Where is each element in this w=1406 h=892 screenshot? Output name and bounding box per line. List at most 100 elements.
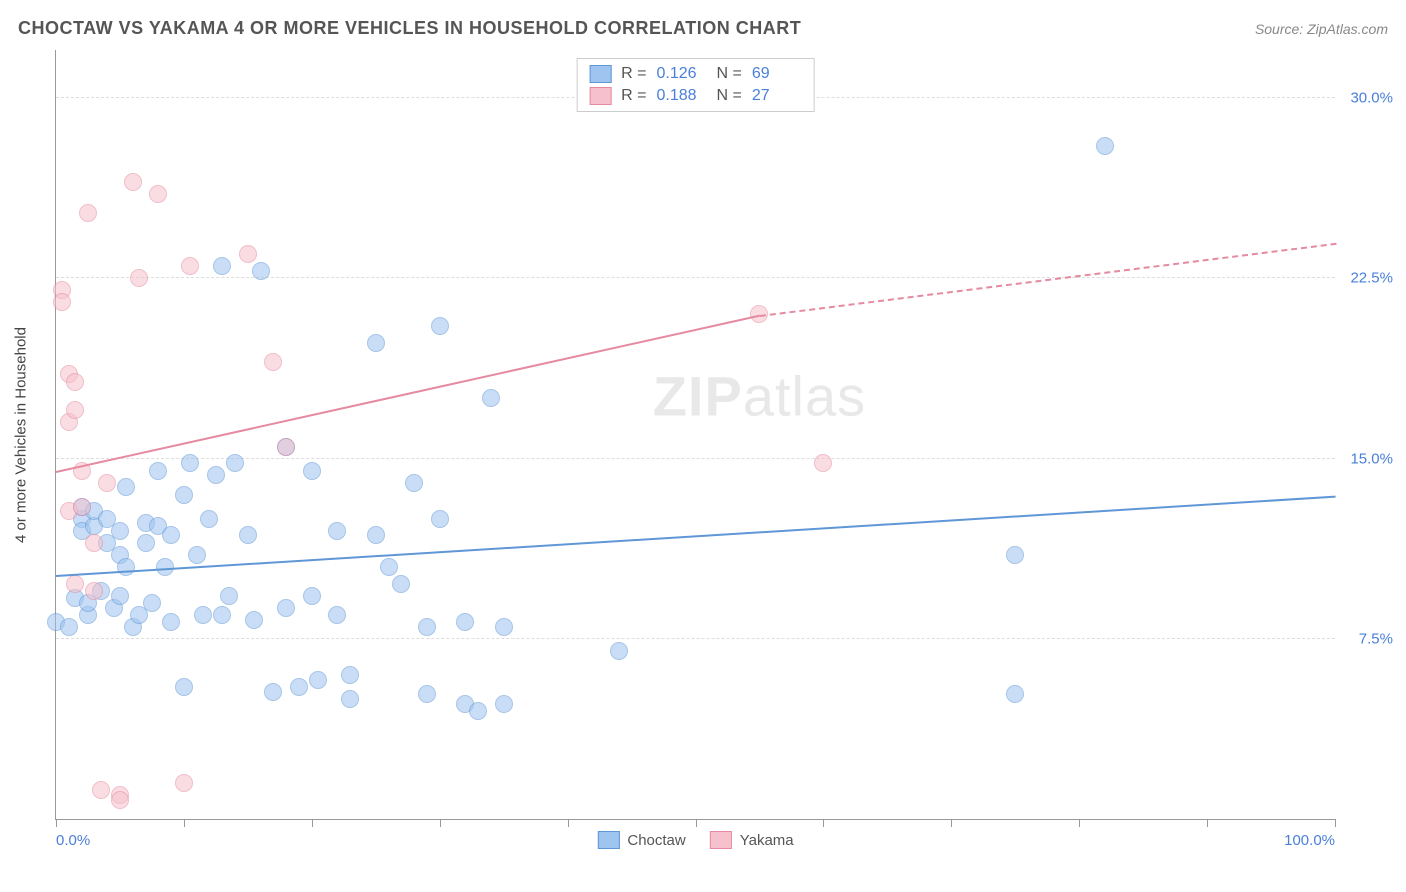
data-point xyxy=(73,498,91,516)
data-point xyxy=(392,575,410,593)
xtick xyxy=(184,819,185,827)
xtick xyxy=(823,819,824,827)
watermark: ZIPatlas xyxy=(653,364,866,429)
data-point xyxy=(1006,685,1024,703)
xtick xyxy=(696,819,697,827)
data-point xyxy=(66,401,84,419)
data-point xyxy=(367,334,385,352)
data-point xyxy=(111,791,129,809)
data-point xyxy=(1096,137,1114,155)
stat-r-value: 0.188 xyxy=(657,87,707,105)
data-point xyxy=(175,774,193,792)
xtick xyxy=(1207,819,1208,827)
data-point xyxy=(277,599,295,617)
data-point xyxy=(303,462,321,480)
ytick-label: 7.5% xyxy=(1359,630,1393,647)
data-point xyxy=(130,269,148,287)
ytick-label: 22.5% xyxy=(1350,270,1393,287)
data-point xyxy=(156,558,174,576)
stats-row: R =0.126N =69 xyxy=(589,63,802,85)
data-point xyxy=(200,510,218,528)
plot-area: 4 or more Vehicles in Household ZIPatlas… xyxy=(55,50,1335,820)
data-point xyxy=(149,462,167,480)
data-point xyxy=(85,582,103,600)
data-point xyxy=(290,678,308,696)
legend-swatch xyxy=(710,831,732,849)
legend-label: Choctaw xyxy=(627,832,685,849)
data-point xyxy=(418,685,436,703)
data-point xyxy=(245,611,263,629)
data-point xyxy=(53,293,71,311)
data-point xyxy=(149,185,167,203)
data-point xyxy=(162,613,180,631)
stat-n-label: N = xyxy=(717,87,742,105)
data-point xyxy=(162,526,180,544)
xtick xyxy=(312,819,313,827)
data-point xyxy=(456,613,474,631)
data-point xyxy=(328,522,346,540)
data-point xyxy=(111,522,129,540)
data-point xyxy=(181,257,199,275)
gridline: 7.5% xyxy=(56,638,1335,639)
stat-n-value: 27 xyxy=(752,87,802,105)
data-point xyxy=(207,466,225,484)
xtick xyxy=(951,819,952,827)
ytick-label: 15.0% xyxy=(1350,450,1393,467)
data-point xyxy=(431,317,449,335)
data-point xyxy=(482,389,500,407)
stats-row: R = 0.188 N = 27 xyxy=(589,85,802,107)
data-point xyxy=(1006,546,1024,564)
stat-r-label: R = xyxy=(621,65,646,83)
data-point xyxy=(309,671,327,689)
data-point xyxy=(213,257,231,275)
data-point xyxy=(117,478,135,496)
xtick xyxy=(1335,819,1336,827)
data-point xyxy=(220,587,238,605)
data-point xyxy=(495,618,513,636)
data-point xyxy=(213,606,231,624)
data-point xyxy=(252,262,270,280)
data-point xyxy=(239,245,257,263)
data-point xyxy=(814,454,832,472)
y-axis-label: 4 or more Vehicles in Household xyxy=(13,327,30,543)
data-point xyxy=(66,575,84,593)
legend-swatch xyxy=(597,831,619,849)
data-point xyxy=(418,618,436,636)
gridline: 22.5% xyxy=(56,277,1335,278)
data-point xyxy=(175,678,193,696)
data-point xyxy=(60,618,78,636)
source-label: Source: ZipAtlas.com xyxy=(1255,21,1388,37)
gridline: 15.0% xyxy=(56,458,1335,459)
data-point xyxy=(188,546,206,564)
data-point xyxy=(137,534,155,552)
data-point xyxy=(194,606,212,624)
trendline xyxy=(56,315,760,473)
data-point xyxy=(79,204,97,222)
legend-item: Choctaw xyxy=(597,831,685,849)
data-point xyxy=(277,438,295,456)
stat-r-label: R = xyxy=(621,87,646,105)
data-point xyxy=(431,510,449,528)
data-point xyxy=(226,454,244,472)
xtick xyxy=(440,819,441,827)
data-point xyxy=(380,558,398,576)
data-point xyxy=(143,594,161,612)
xtick-label: 100.0% xyxy=(1284,832,1335,849)
data-point xyxy=(341,666,359,684)
stats-legend-box: R =0.126N =69R =0.188N =27 xyxy=(576,58,815,112)
chart-title: CHOCTAW VS YAKAMA 4 OR MORE VEHICLES IN … xyxy=(18,18,801,39)
ytick-label: 30.0% xyxy=(1350,90,1393,107)
data-point xyxy=(303,587,321,605)
data-point xyxy=(264,683,282,701)
xtick xyxy=(56,819,57,827)
stat-n-label: N = xyxy=(717,65,742,83)
data-point xyxy=(328,606,346,624)
data-point xyxy=(124,173,142,191)
data-point xyxy=(85,534,103,552)
xtick-label: 0.0% xyxy=(56,832,90,849)
data-point xyxy=(98,474,116,492)
legend-label: Yakama xyxy=(740,832,794,849)
legend-swatch xyxy=(589,87,611,105)
data-point xyxy=(469,702,487,720)
series-legend: Choctaw Yakama xyxy=(597,831,793,849)
